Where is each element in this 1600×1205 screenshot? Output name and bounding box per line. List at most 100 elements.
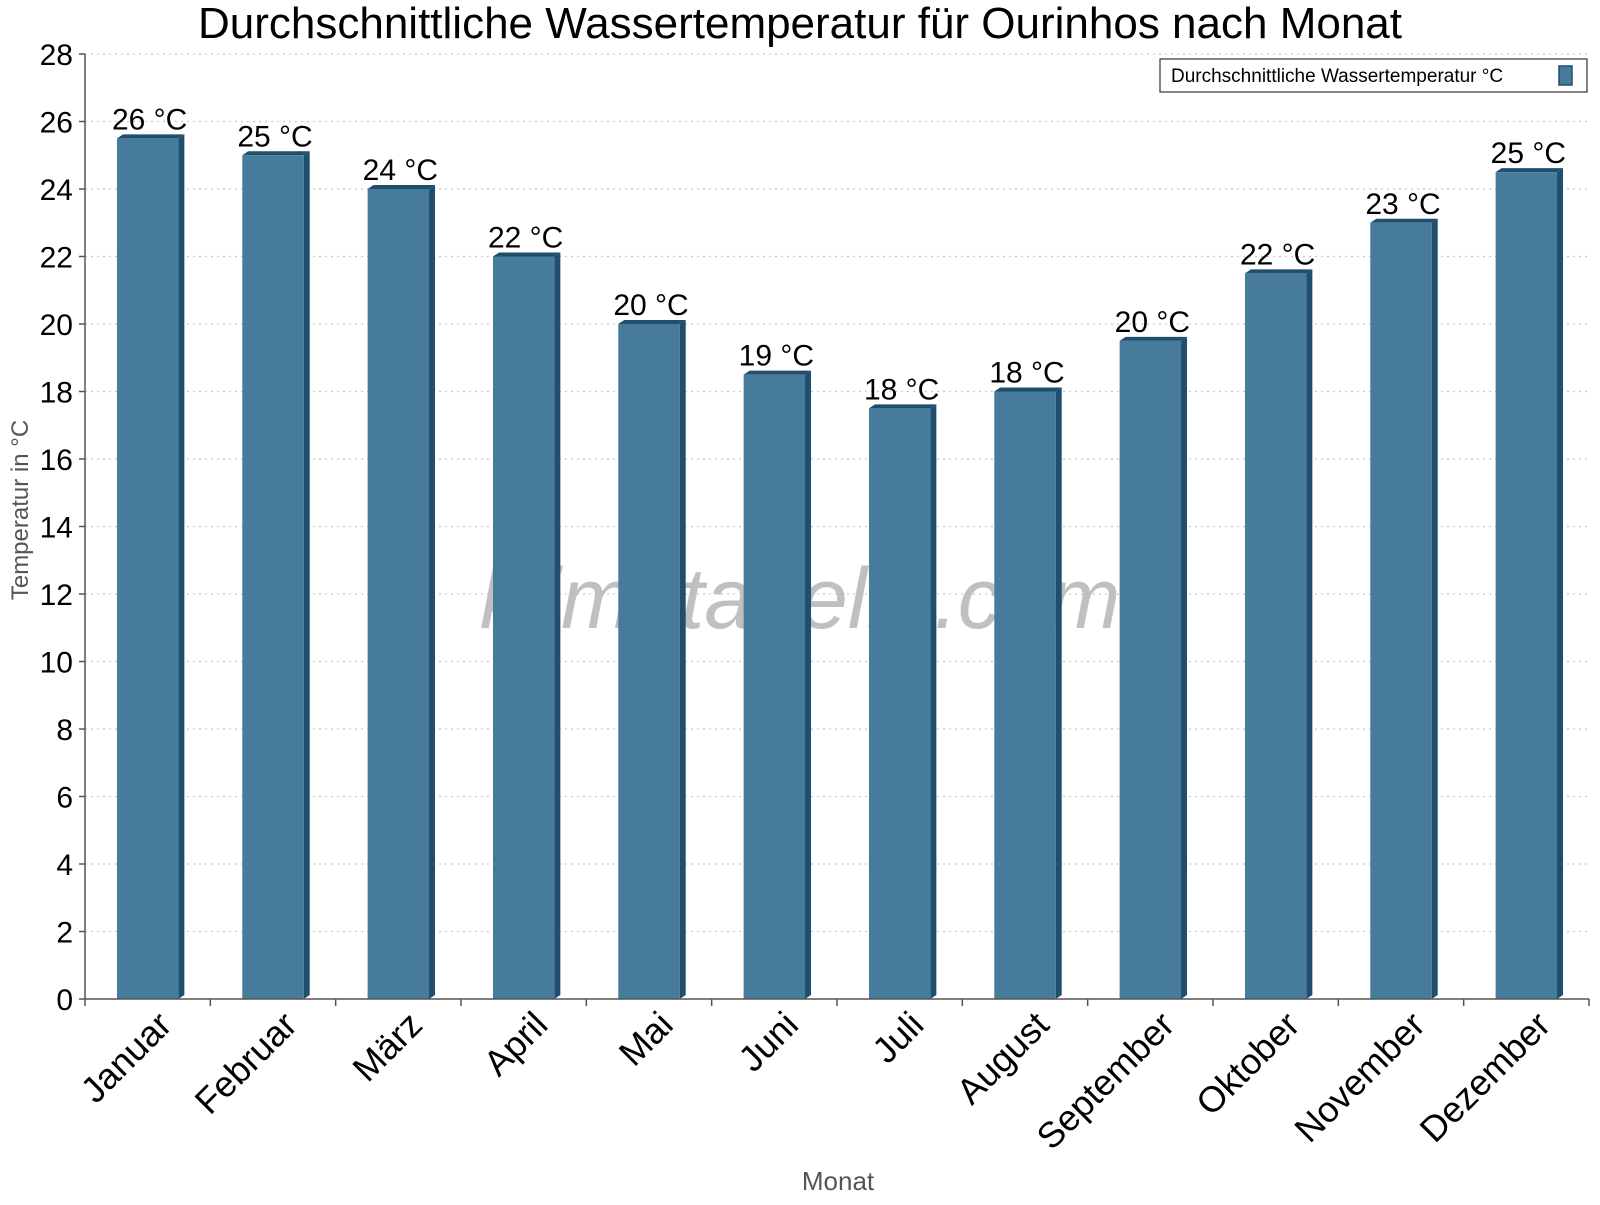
- bar-top: [743, 370, 812, 375]
- y-tick-label: 8: [56, 714, 73, 747]
- data-label: 25 °C: [1491, 137, 1566, 170]
- bar-front: [618, 324, 680, 999]
- bars: [116, 134, 1564, 999]
- bar-front: [242, 155, 304, 999]
- x-tick-label: September: [1028, 1004, 1182, 1158]
- bar-side: [178, 134, 185, 999]
- bar-top: [994, 387, 1062, 392]
- bar-top: [1370, 218, 1438, 223]
- bar-side: [1181, 336, 1188, 999]
- y-tick-label: 14: [40, 512, 73, 545]
- data-label: 24 °C: [363, 154, 438, 187]
- x-tick-label: März: [344, 1004, 430, 1090]
- bar-februar: [242, 151, 310, 999]
- data-label: 20 °C: [613, 289, 688, 322]
- y-tick-label: 18: [40, 377, 73, 410]
- bar-side: [1306, 269, 1313, 999]
- bar-side: [303, 151, 310, 999]
- x-tick-label: August: [948, 1004, 1056, 1112]
- bar-front: [1370, 222, 1432, 999]
- y-axis-title: Temperatur in °C: [7, 420, 34, 600]
- bar-front: [116, 138, 179, 999]
- bar-dezember: [1495, 168, 1564, 999]
- x-tick-label: Juli: [864, 1004, 931, 1071]
- y-tick-label: 20: [40, 309, 73, 342]
- y-tick-label: 6: [56, 782, 73, 815]
- bar-front: [492, 256, 555, 999]
- x-tick-label: Februar: [187, 1004, 305, 1122]
- data-label: 20 °C: [1115, 306, 1190, 339]
- y-tick-label: 4: [56, 849, 73, 882]
- data-labels: 26 °C 25 °C 24 °C 22 °C 20 °C 19 °C 18 °C 18 °C…: [112, 103, 1566, 406]
- bar-august: [994, 387, 1062, 999]
- bar-top: [116, 134, 185, 139]
- data-label: 22 °C: [1240, 238, 1315, 271]
- bar-juni: [743, 370, 812, 999]
- bar-märz: [367, 185, 436, 999]
- x-tick-label: Juni: [730, 1004, 806, 1080]
- bar-front: [994, 391, 1056, 999]
- bar-top: [1119, 336, 1188, 341]
- bar-side: [1431, 218, 1438, 999]
- x-tick-label: Dezember: [1412, 1004, 1558, 1150]
- data-label: 26 °C: [112, 103, 187, 136]
- bar-januar: [116, 134, 185, 999]
- bar-september: [1119, 336, 1188, 999]
- bar-front: [1244, 273, 1307, 999]
- bar-side: [1055, 387, 1062, 999]
- bar-side: [930, 404, 937, 999]
- legend-box: [1159, 58, 1588, 93]
- bar-side: [805, 370, 812, 999]
- y-tick-label: 24: [40, 174, 73, 207]
- y-tick-label: 22: [40, 242, 73, 275]
- bar-front: [1495, 172, 1558, 999]
- bar-front: [367, 189, 430, 999]
- chart-title: Durchschnittliche Wassertemperatur für O…: [198, 0, 1402, 48]
- bar-front: [1119, 340, 1182, 999]
- data-label: 25 °C: [237, 120, 312, 153]
- bar-side: [429, 185, 436, 999]
- y-tick-label: 10: [40, 647, 73, 680]
- data-label: 18 °C: [864, 373, 939, 406]
- x-tick-label: Mai: [611, 1004, 681, 1074]
- bar-juli: [868, 404, 937, 999]
- data-label: 23 °C: [1365, 188, 1440, 221]
- bar-top: [492, 252, 561, 257]
- data-label: 19 °C: [739, 340, 814, 373]
- x-tick-label: April: [475, 1004, 555, 1084]
- y-tick-label: 0: [56, 984, 73, 1017]
- bar-top: [1495, 168, 1564, 173]
- x-tick-label: Januar: [72, 1004, 179, 1111]
- bar-side: [554, 252, 561, 999]
- legend-swatch: [1558, 65, 1573, 86]
- bar-top: [868, 404, 937, 409]
- bar-top: [1244, 269, 1313, 274]
- bar-oktober: [1244, 269, 1313, 999]
- bar-side: [679, 320, 686, 999]
- grid-lines: [85, 53, 1589, 933]
- x-tick-label: November: [1286, 1004, 1432, 1150]
- legend: Durchschnittliche Wassertemperatur °C: [1159, 58, 1588, 93]
- data-label: 18 °C: [989, 357, 1064, 390]
- bar-mai: [618, 320, 686, 999]
- x-tick-label: Oktober: [1188, 1004, 1308, 1124]
- bar-top: [618, 320, 686, 324]
- x-axis-title: Monat: [802, 1166, 875, 1196]
- bar-side: [1557, 168, 1564, 999]
- bar-front: [743, 374, 806, 999]
- y-tick-label: 12: [40, 579, 73, 612]
- y-tick-label: 16: [40, 444, 73, 477]
- y-tick-label: 28: [40, 39, 73, 72]
- legend-label: Durchschnittliche Wassertemperatur °C: [1171, 66, 1503, 87]
- y-tick-label: 26: [40, 107, 73, 140]
- bar-top: [242, 151, 310, 156]
- y-tick-label: 2: [56, 917, 73, 950]
- bar-april: [492, 252, 561, 999]
- data-label: 22 °C: [488, 222, 563, 255]
- bar-front: [868, 408, 931, 999]
- bar-top: [367, 185, 436, 189]
- bar-november: [1370, 218, 1438, 999]
- axes: [79, 53, 1590, 1006]
